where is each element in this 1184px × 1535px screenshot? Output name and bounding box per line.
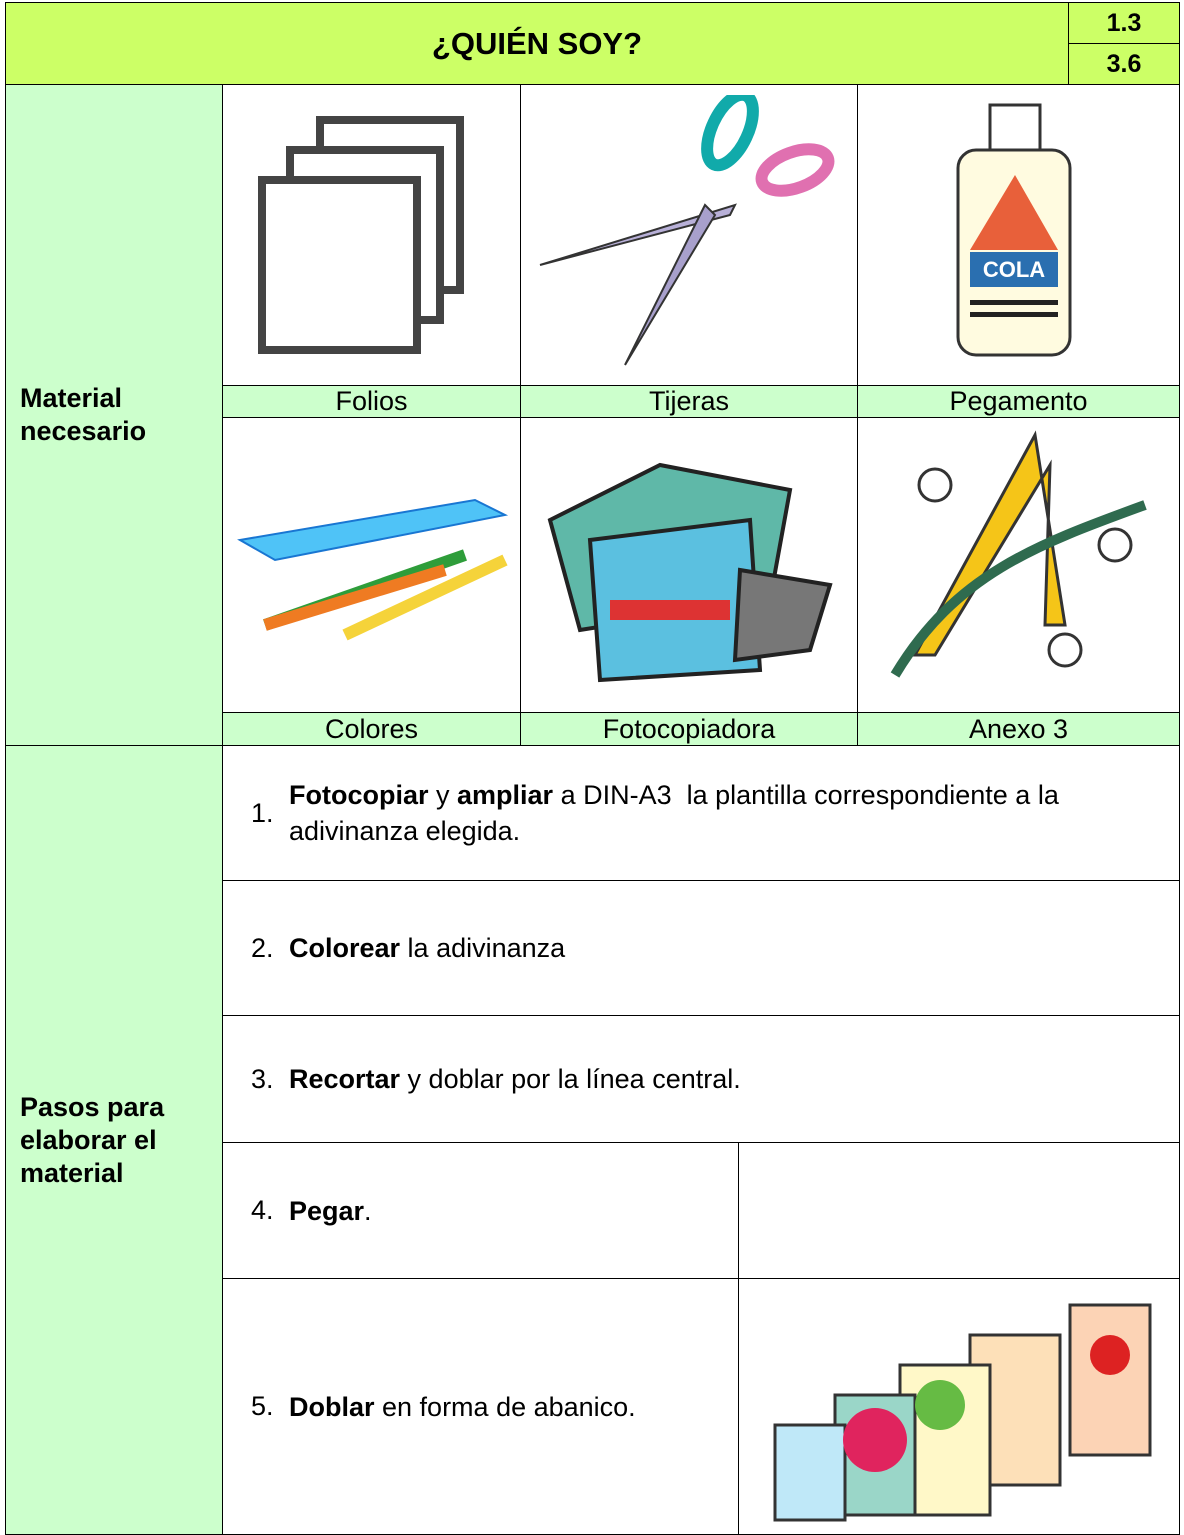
step: 3. Recortar y doblar por la línea central… — [222, 1015, 1180, 1143]
code: 3.6 — [1068, 43, 1180, 85]
step-part: en forma de abanico. — [374, 1391, 636, 1422]
step-number: 5. — [251, 1391, 274, 1421]
glue-image: COLA — [956, 103, 1072, 357]
step-part: a DIN-A3 la plantilla correspondiente a … — [289, 780, 1067, 846]
fan-image — [773, 1303, 1152, 1522]
image-cell — [738, 1142, 1180, 1279]
step-number: 2. — [251, 932, 274, 963]
material-label: Folios — [222, 385, 521, 418]
section-label-text: Material necesario — [20, 383, 147, 446]
step-text: Pegar. — [289, 1193, 372, 1229]
step: 1. Fotocopiar y ampliar a DIN-A3 la plant… — [222, 745, 1180, 881]
section-label-text: Pasos para elaborar el material — [20, 1091, 165, 1188]
scissors-image — [539, 95, 835, 366]
step-part: la adivinanza — [400, 933, 566, 963]
step: 4. Pegar. — [222, 1142, 739, 1279]
step-number: 4. — [251, 1195, 274, 1225]
step-part: Fotocopiar — [289, 780, 429, 810]
anexo-image — [890, 430, 1147, 678]
step-part: Doblar — [289, 1391, 375, 1422]
step-text: Fotocopiar y ampliar a DIN-A3 la plantil… — [289, 777, 1167, 849]
material-label: Pegamento — [857, 385, 1180, 418]
step-part: Colorear — [289, 933, 401, 963]
section-label: Material necesario — [5, 84, 223, 746]
code: 1.3 — [1068, 2, 1180, 44]
step-part: y — [428, 780, 458, 810]
step-text: Colorear la adivinanza — [289, 930, 565, 966]
step: 2. Colorear la adivinanza — [222, 880, 1180, 1016]
step-number: 1. — [251, 797, 274, 828]
step-part: ampliar — [457, 780, 554, 810]
material-label: Colores — [222, 712, 521, 746]
step-text: Recortar y doblar por la línea central. — [289, 1061, 741, 1097]
step-part: . — [364, 1195, 372, 1226]
step-part: Pegar — [289, 1195, 365, 1226]
printer-image — [547, 462, 833, 683]
step-text: Doblar en forma de abanico. — [289, 1389, 636, 1425]
material-label: Anexo 3 — [857, 712, 1180, 746]
step-part: Recortar — [289, 1064, 401, 1094]
folios-image — [258, 116, 464, 354]
title: ¿QUIÉN SOY? — [5, 2, 1069, 85]
section-label: Pasos para elaborar el material — [5, 745, 223, 1535]
material-label: Tijeras — [520, 385, 858, 418]
step: 5. Doblar en forma de abanico. — [222, 1278, 739, 1535]
step-part: y doblar por la línea central. — [400, 1064, 741, 1094]
colores-image — [237, 498, 509, 641]
step-number: 3. — [251, 1063, 274, 1094]
material-label: Fotocopiadora — [520, 712, 858, 746]
svg-text:COLA: COLA — [983, 257, 1045, 282]
